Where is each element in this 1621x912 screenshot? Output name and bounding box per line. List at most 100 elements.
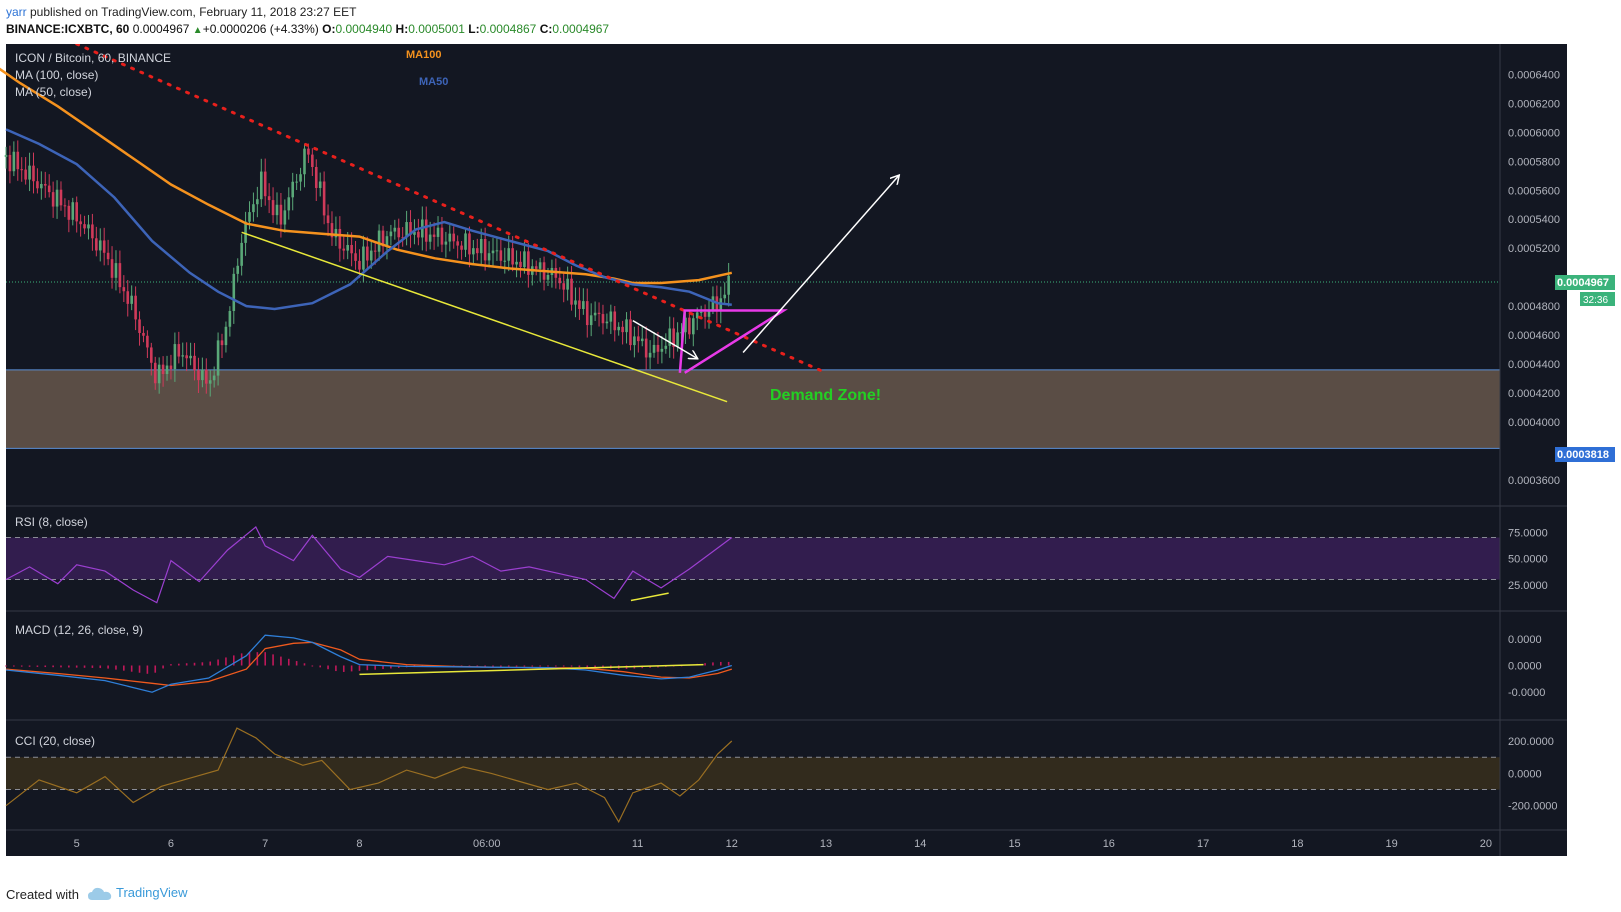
candle-body	[609, 311, 613, 322]
candle-body	[138, 319, 141, 333]
price-tick-label: 0.0006400	[1508, 69, 1560, 81]
macd-histogram-bar	[178, 663, 180, 666]
candle-body	[711, 296, 715, 310]
candle-body	[464, 233, 467, 250]
candle-body	[106, 252, 110, 260]
macd-histogram-bar	[327, 665, 329, 670]
created-with-text: Created with	[6, 887, 79, 902]
candle-body	[326, 215, 330, 224]
cci-tick-label: 0.0000	[1508, 768, 1542, 780]
macd-tick-label: 0.0000	[1508, 634, 1542, 646]
candle-body	[83, 224, 86, 229]
candle-body	[334, 228, 338, 238]
candle-body	[185, 355, 188, 359]
candle-body	[161, 364, 165, 375]
symbol-label: BINANCE:ICXBTC, 60	[6, 22, 130, 36]
candle-body	[189, 355, 192, 359]
candle-body	[487, 253, 491, 261]
candle-body	[684, 317, 687, 333]
macd-histogram-bar	[492, 665, 494, 667]
candle-body	[507, 248, 511, 261]
macd-histogram-bar	[594, 665, 596, 668]
publish-text: published on TradingView.com, February 1…	[26, 5, 357, 19]
candle-body	[79, 221, 82, 225]
author-link[interactable]: yarr	[6, 5, 27, 19]
candle-body	[417, 231, 420, 238]
current-price-badge-text: 0.0004967	[1557, 277, 1609, 289]
candle-body	[456, 241, 459, 246]
candle-body	[366, 246, 369, 261]
time-tick-label: 17	[1197, 838, 1209, 850]
macd-histogram-bar	[719, 661, 722, 666]
time-tick-label: 18	[1291, 838, 1303, 850]
close-value: 0.0004967	[552, 22, 610, 36]
macd-histogram-bar	[170, 664, 172, 666]
candle-body	[358, 260, 361, 270]
candle-body	[727, 275, 730, 295]
candle-body	[216, 340, 220, 376]
macd-histogram-bar	[217, 659, 219, 666]
macd-histogram-bar	[531, 665, 534, 667]
macd-histogram-bar	[130, 665, 133, 672]
time-tick-label: 6	[168, 838, 174, 850]
chart-background	[6, 44, 1567, 856]
candle-body	[311, 154, 314, 168]
candle-body	[75, 202, 78, 222]
macd-histogram-bar	[390, 665, 392, 669]
candle-body	[621, 326, 624, 333]
macd-histogram-bar	[523, 665, 526, 667]
candle-body	[538, 262, 542, 269]
macd-histogram-bar	[185, 663, 188, 666]
candle-body	[98, 240, 102, 251]
candle-body	[637, 336, 640, 342]
macd-histogram-bar	[335, 665, 337, 672]
candle-body	[220, 340, 224, 346]
price-tick-label: 0.0004800	[1508, 301, 1560, 313]
candle-body	[201, 369, 204, 381]
candle-body	[625, 319, 628, 333]
candle-body	[287, 197, 291, 211]
candle-body	[263, 171, 267, 197]
candle-body	[4, 154, 8, 157]
candle-body	[130, 295, 133, 304]
macd-histogram-bar	[280, 656, 282, 666]
candle-body	[146, 335, 149, 348]
demand-zone	[6, 369, 1500, 449]
countdown-badge-text: 32:36	[1583, 295, 1608, 306]
time-tick-label: 20	[1480, 838, 1492, 850]
macd-histogram-bar	[272, 654, 274, 666]
price-tick-label: 0.0006200	[1508, 98, 1560, 110]
legend-ma50[interactable]: MA (50, close)	[15, 85, 92, 99]
candle-body	[173, 344, 177, 370]
cci-title: CCI (20, close)	[15, 734, 95, 748]
price-change: +0.0000206 (+4.33%)	[202, 22, 319, 36]
candle-body	[248, 212, 251, 222]
macd-histogram-bar	[248, 652, 251, 666]
candle-body	[664, 345, 668, 349]
candle-body	[63, 205, 67, 207]
candle-body	[28, 165, 31, 180]
candle-body	[126, 291, 130, 304]
legend-ma100[interactable]: MA (100, close)	[15, 68, 98, 82]
candle-body	[656, 344, 660, 352]
macd-histogram-bar	[44, 665, 47, 668]
candle-body	[307, 148, 310, 155]
candle-body	[578, 300, 581, 309]
candle-body	[460, 245, 463, 250]
candle-body	[330, 223, 334, 238]
candle-body	[244, 221, 247, 243]
macd-histogram-bar	[36, 665, 39, 667]
candle-body	[719, 298, 723, 312]
candle-body	[448, 233, 452, 242]
chart-area[interactable]: 0.0006400 0.0006200 0.0006000 0.0005800 0.00…	[0, 44, 1621, 876]
candle-body	[228, 310, 232, 327]
candle-body	[212, 375, 216, 381]
price-tick-label: 0.0005600	[1508, 185, 1560, 197]
candle-body	[444, 241, 448, 245]
candle-body	[232, 273, 236, 311]
time-tick-label: 06:00	[473, 838, 501, 850]
descending-trendline	[75, 44, 828, 375]
zone-low-badge-text: 0.0003818	[1557, 449, 1609, 461]
macd-histogram-bar	[154, 665, 157, 673]
tradingview-logo-link[interactable]: TradingView	[88, 885, 188, 900]
